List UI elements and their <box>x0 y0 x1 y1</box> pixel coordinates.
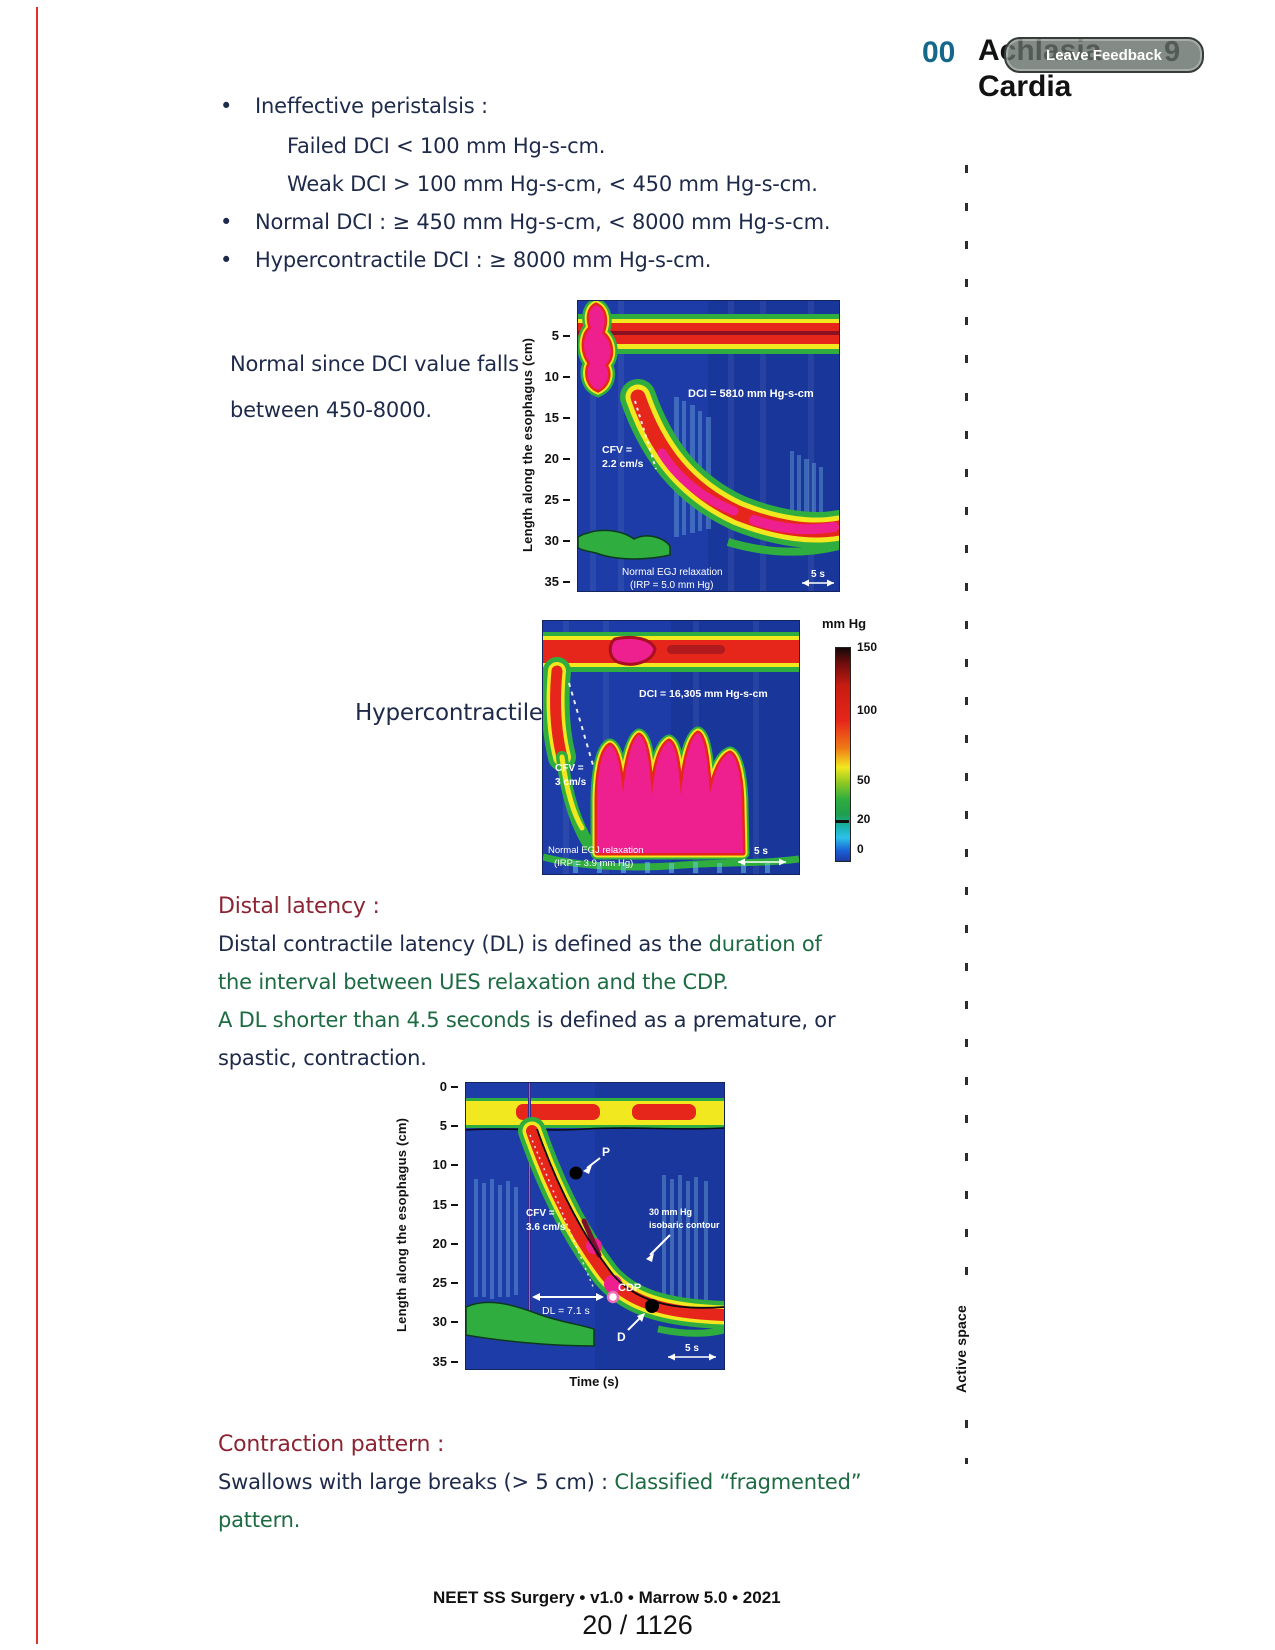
figure3-y-axis-label: Length along the esophagus (cm) <box>394 1117 409 1333</box>
bullet-marker: • <box>220 210 233 234</box>
figure3-ytick: 10 <box>424 1157 458 1172</box>
svg-text:(IRP = 3.9 mm Hg): (IRP = 3.9 mm Hg) <box>554 858 633 869</box>
svg-text:isobaric contour: isobaric contour <box>649 1220 720 1230</box>
hypercontractile-segments <box>590 726 750 860</box>
note-failed-dci: Failed DCI < 100 mm Hg-s-cm. <box>287 134 606 158</box>
figure1-ytick: 20 <box>536 451 570 466</box>
heading-contraction-pattern: Contraction pattern : <box>218 1432 445 1457</box>
figure2-timescale-arrow <box>738 858 786 866</box>
colorbar-tick: 150 <box>857 640 878 654</box>
colorbar-tick: 0 <box>857 842 864 856</box>
peristaltic-band <box>620 379 839 549</box>
caption-hypercontractile: Hypercontractile <box>355 700 543 726</box>
ues-pressure-band <box>578 314 839 354</box>
isobaric-contour-line <box>536 1128 724 1309</box>
figure2-egj-label: Normal EGJ relaxation <box>548 845 644 856</box>
premature-contraction-band <box>518 1117 724 1329</box>
note-hypercontractile-dci: Hypercontractile DCI : ≥ 8000 mm Hg-s-cm… <box>255 248 712 272</box>
leave-feedback-button[interactable]: Leave Feedback <box>1004 37 1204 73</box>
active-space-dash-line <box>965 165 968 1283</box>
manometry-figure-distal-latency: P CFV = 3.6 cm/s 30 mm Hg isobaric conto… <box>465 1082 725 1370</box>
svg-text:3 cm/s: 3 cm/s <box>555 777 587 788</box>
annotation-arrows <box>532 1157 716 1361</box>
pressure-colorbar <box>835 647 851 862</box>
lesson-number: 00 <box>922 36 956 69</box>
active-space-label: Active space <box>953 1305 969 1394</box>
heading-distal-latency: Distal latency : <box>218 894 380 919</box>
figure3-dl-label: DL = 7.1 s <box>542 1305 590 1317</box>
note-dl-spastic: spastic, contraction. <box>218 1046 427 1070</box>
figure2-cfv-label: CFV = <box>555 763 584 774</box>
page-indicator: 20 / 1126 <box>582 1610 693 1640</box>
colorbar-tick: 20 <box>857 812 871 826</box>
note-dl-interval: the interval between UES relaxation and … <box>218 970 729 994</box>
figure3-ytick: 25 <box>424 1275 458 1290</box>
figure1-ytick: 35 <box>536 574 570 589</box>
manometry-figure-normal: DCI = 5810 mm Hg-s-cm CFV = 2.2 cm/s Nor… <box>577 300 840 592</box>
note-weak-dci: Weak DCI > 100 mm Hg-s-cm, < 450 mm Hg-s… <box>287 172 818 196</box>
svg-text:(IRP = 5.0 mm Hg): (IRP = 5.0 mm Hg) <box>630 580 713 591</box>
figure3-isobaric-label: 30 mm Hg <box>649 1207 692 1217</box>
svg-text:3.6 cm/s: 3.6 cm/s <box>526 1222 566 1233</box>
left-margin-line <box>36 7 38 1644</box>
cdp-dot <box>606 1290 620 1304</box>
point-p-dot <box>569 1166 583 1180</box>
figure3-ytick: 20 <box>424 1236 458 1251</box>
note-dl-premature: A DL shorter than 4.5 seconds is defined… <box>218 1008 836 1032</box>
colorbar-tick: 100 <box>857 703 878 717</box>
figure2-dci-label: DCI = 16,305 mm Hg-s-cm <box>639 688 768 700</box>
figure3-ytick: 30 <box>424 1314 458 1329</box>
figure1-y-axis-label: Length along the esophagus (cm) <box>520 337 535 553</box>
active-space-dash-line <box>965 1420 968 1464</box>
figure3-cfv-label: CFV = <box>526 1208 555 1219</box>
bullet-marker: • <box>220 94 233 118</box>
swallow-pressure-blob <box>578 301 618 398</box>
figure3-x-axis-label: Time (s) <box>569 1374 619 1389</box>
egj-band <box>466 1301 595 1347</box>
figure3-timescale-label: 5 s <box>685 1343 699 1354</box>
caption-normal-line1: Normal since DCI value falls <box>230 352 519 376</box>
figure3-d-label: D <box>617 1330 626 1344</box>
note-normal-dci: Normal DCI : ≥ 450 mm Hg-s-cm, < 8000 mm… <box>255 210 831 234</box>
figure1-ytick: 5 <box>536 328 570 343</box>
bullet-marker: • <box>220 248 233 272</box>
note-ineffective-peristalsis: Ineffective peristalsis : <box>255 94 488 118</box>
figure1-dci-label: DCI = 5810 mm Hg-s-cm <box>688 388 814 400</box>
figure1-timescale-label: 5 s <box>811 569 825 580</box>
figure3-cdp-label: CDP <box>618 1282 641 1294</box>
ues-pressure-band <box>543 632 799 672</box>
egj-band <box>578 529 671 560</box>
caption-normal-line2: between 450-8000. <box>230 398 432 422</box>
figure3-ytick: 0 <box>424 1079 458 1094</box>
note-fragmented-cont: pattern. <box>218 1508 301 1532</box>
figure1-ytick: 30 <box>536 533 570 548</box>
figure1-ytick: 15 <box>536 410 570 425</box>
figure1-ytick: 10 <box>536 369 570 384</box>
ues-pressure-band <box>466 1098 724 1131</box>
note-fragmented: Swallows with large breaks (> 5 cm) : Cl… <box>218 1470 862 1494</box>
manometry-figure-hypercontractile: DCI = 16,305 mm Hg-s-cm CFV = 3 cm/s Nor… <box>542 620 800 875</box>
figure3-ytick: 5 <box>424 1118 458 1133</box>
point-d-dot <box>645 1299 659 1313</box>
svg-text:2.2 cm/s: 2.2 cm/s <box>602 458 644 470</box>
note-dl-definition: Distal contractile latency (DL) is defin… <box>218 932 822 956</box>
figure3-ytick: 15 <box>424 1197 458 1212</box>
figure1-cfv-label: CFV = <box>602 444 632 456</box>
colorbar-tick: 50 <box>857 773 871 787</box>
figure1-timescale-arrow <box>802 579 834 587</box>
footer-credit: NEET SS Surgery • v1.0 • Marrow 5.0 • 20… <box>433 1588 781 1607</box>
figure3-ytick: 35 <box>424 1354 458 1369</box>
page-title-line2: Cardia <box>978 70 1072 103</box>
figure2-timescale-label: 5 s <box>754 846 768 857</box>
colorbar-unit: mm Hg <box>822 616 867 631</box>
figure3-p-label: P <box>602 1145 610 1159</box>
figure1-ytick: 25 <box>536 492 570 507</box>
figure1-egj-label: Normal EGJ relaxation <box>622 567 723 578</box>
